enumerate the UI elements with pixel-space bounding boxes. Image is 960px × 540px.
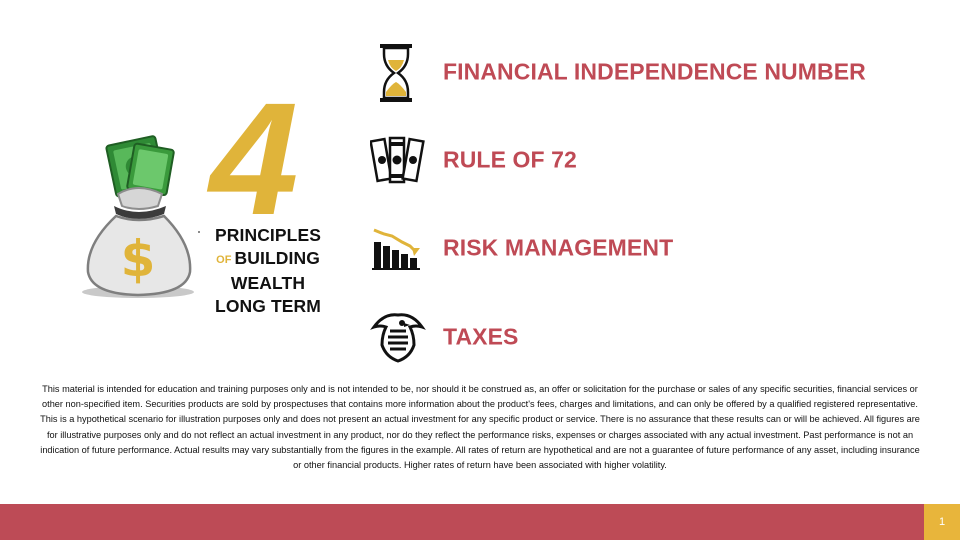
principle-item-risk-management: RISK MANAGEMENT — [370, 216, 930, 280]
principle-label: RULE OF 72 — [443, 146, 577, 173]
money-bag-icon: $ — [82, 135, 194, 298]
hero-line-principles: PRINCIPLES — [214, 225, 322, 245]
footer-bar — [0, 504, 960, 540]
principle-item-rule-of-72: RULE OF 72 — [370, 128, 930, 192]
legal-disclaimer: This material is intended for education … — [40, 384, 920, 471]
principle-label: TAXES — [443, 323, 519, 350]
principle-label: FINANCIAL INDEPENDENCE NUMBER — [443, 58, 866, 85]
hero-line-building: OF BUILDING — [200, 247, 336, 272]
irs-eagle-icon — [370, 313, 426, 363]
decorative-dot — [198, 231, 200, 233]
big-number-four: 4 — [207, 92, 299, 220]
hero-line-long-term: LONG TERM — [215, 296, 321, 316]
declining-bar-chart-icon — [372, 228, 420, 270]
hero-line-wealth: WEALTH — [230, 273, 306, 293]
hero-title: PRINCIPLES OF BUILDING WEALTH LONG TERM — [200, 224, 336, 318]
hero-line-building-text: BUILDING — [234, 248, 320, 268]
principle-item-financial-independence: FINANCIAL INDEPENDENCE NUMBER — [370, 40, 930, 104]
dollar-sign: $ — [121, 230, 156, 288]
principle-label: RISK MANAGEMENT — [443, 234, 674, 261]
hourglass-icon — [380, 44, 412, 102]
page-number: 1 — [924, 504, 960, 540]
svg-text:4: 4 — [207, 92, 299, 220]
money-bills-icon — [370, 136, 425, 184]
hero-of: OF — [216, 254, 232, 266]
principle-item-taxes: TAXES — [370, 305, 930, 369]
